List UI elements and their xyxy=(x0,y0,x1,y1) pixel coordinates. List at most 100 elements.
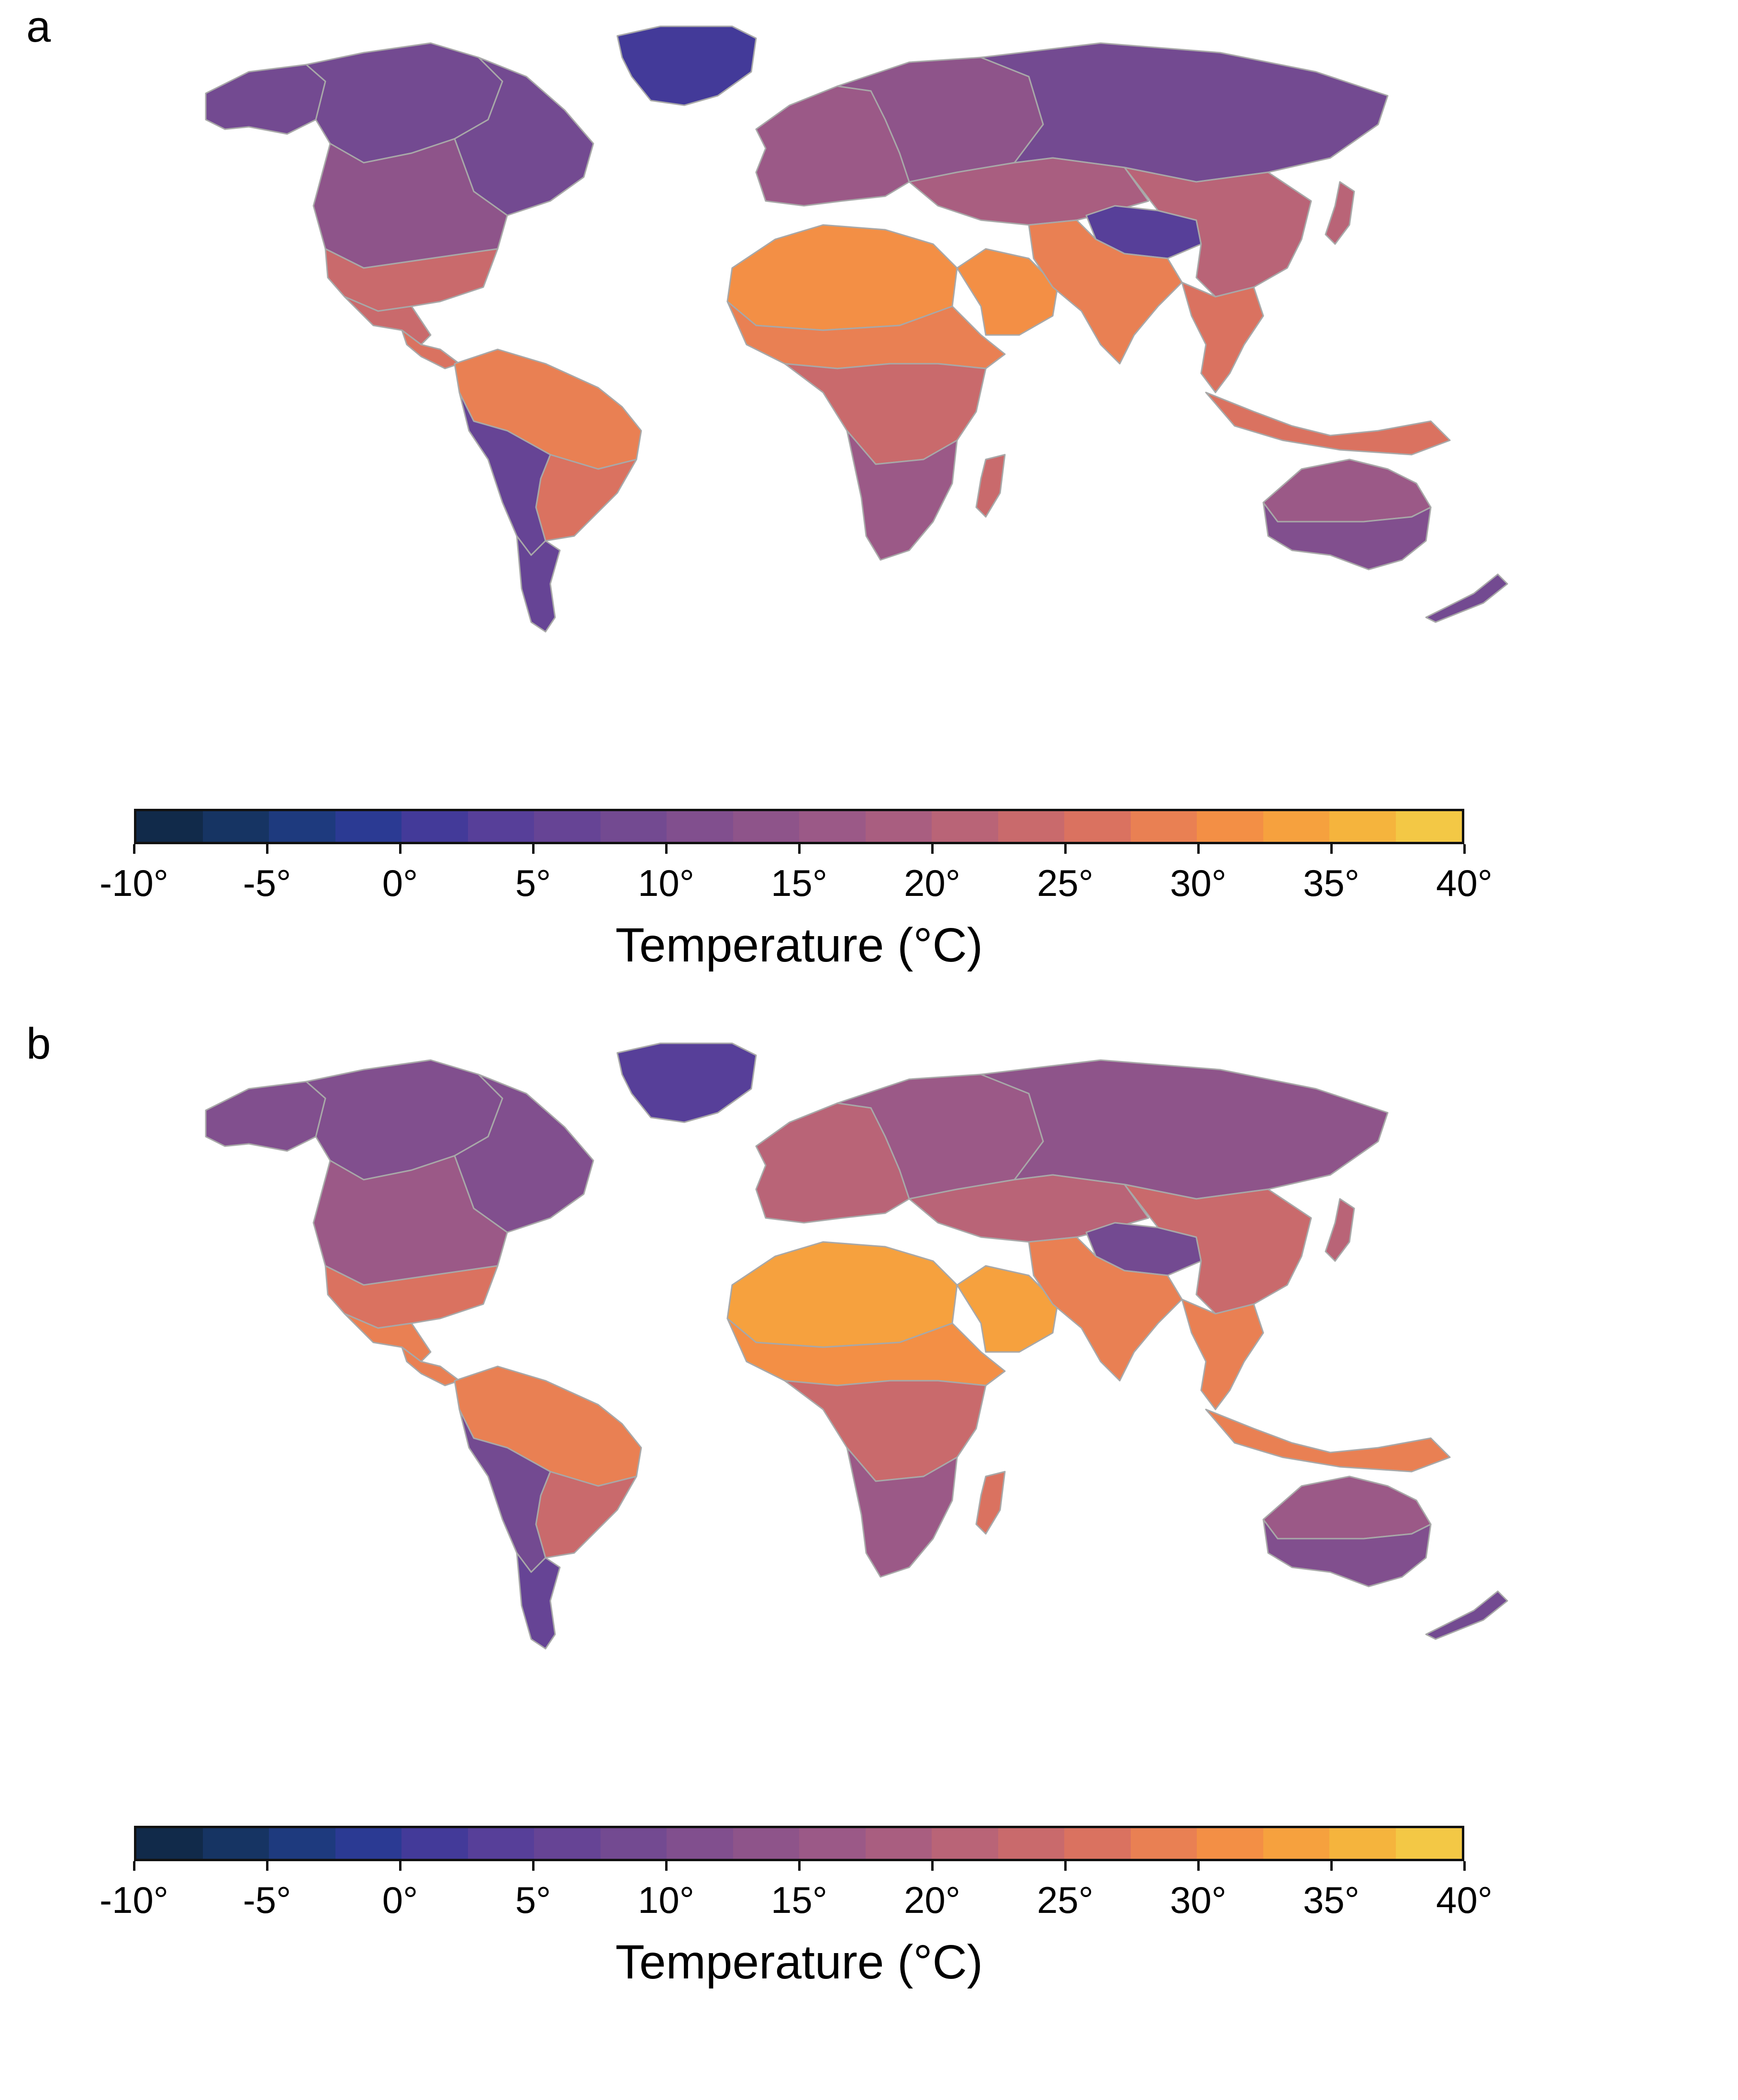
colorbar-tick-label: 10° xyxy=(638,862,694,904)
colorbar-tick-label: 40° xyxy=(1436,862,1493,904)
colorbar-segment xyxy=(667,811,733,842)
colorbar-tick xyxy=(798,1861,801,1871)
colorbar-tick-label: -5° xyxy=(243,1879,291,1921)
region-australia-north xyxy=(1262,1475,1432,1540)
panel-b: b -10° -5° 0° 5° 10° 15° 20° 25° 30° 35° 40° Tempe… xyxy=(0,1017,1738,2036)
region-alaska xyxy=(205,64,326,135)
colorbar-tick xyxy=(399,1861,401,1871)
colorbar-segment xyxy=(335,811,401,842)
colorbar-segment xyxy=(534,811,601,842)
region-australia-north xyxy=(1262,458,1432,523)
region-central-asia xyxy=(908,1174,1149,1243)
colorbar-tick-labels: -10° -5° 0° 5° 10° 15° 20° 25° 30° 35° 40° xyxy=(100,861,1493,905)
colorbar-tick xyxy=(532,1861,535,1871)
region-usa-south xyxy=(324,1265,499,1329)
colorbar-tick-label: 25° xyxy=(1037,862,1093,904)
colorbar-tick-label: 30° xyxy=(1170,1879,1226,1921)
colorbar-tick xyxy=(931,1861,934,1871)
colorbar-tick xyxy=(133,844,135,854)
panel-letter: a xyxy=(26,2,51,51)
region-new-zealand xyxy=(1425,573,1508,623)
world-temperature-map xyxy=(205,1042,1508,1650)
colorbar-segment xyxy=(733,811,799,842)
colorbar-tick xyxy=(1463,1861,1466,1871)
colorbar-segment xyxy=(799,811,866,842)
colorbar-segment xyxy=(1064,811,1131,842)
colorbar-tick xyxy=(1064,844,1067,854)
colorbar-title: Temperature (°C) xyxy=(615,1935,983,1989)
region-usa-north xyxy=(312,1155,508,1286)
colorbar-tick-label: 15° xyxy=(771,1879,827,1921)
region-usa-north xyxy=(312,138,508,269)
colorbar-segment xyxy=(136,811,203,842)
region-africa-south xyxy=(846,430,958,561)
colorbar-segment xyxy=(1329,1828,1396,1859)
region-indonesia xyxy=(1205,391,1451,456)
region-india xyxy=(1028,219,1183,365)
colorbar-tick xyxy=(1064,1861,1067,1871)
colorbar-segment xyxy=(468,811,534,842)
colorbar-segment xyxy=(335,1828,401,1859)
colorbar-segment xyxy=(1395,811,1462,842)
colorbar-tick-label: 25° xyxy=(1037,1879,1093,1921)
colorbar-tick xyxy=(665,1861,668,1871)
panel-a: a -10° -5° 0° 5° 10° 15° 20° 25° 30° 35° 40° Tempe… xyxy=(0,0,1738,1019)
colorbar-tick xyxy=(1330,844,1333,854)
colorbar-title: Temperature (°C) xyxy=(615,918,983,972)
colorbar-segment xyxy=(468,1828,534,1859)
colorbar-tick xyxy=(399,844,401,854)
colorbar-tick xyxy=(665,844,668,854)
colorbar-segment xyxy=(269,1828,335,1859)
colorbar-tick xyxy=(931,844,934,854)
colorbar-segment xyxy=(202,1828,269,1859)
colorbar-segment xyxy=(1064,1828,1131,1859)
land-regions xyxy=(205,25,1508,633)
colorbar-segment xyxy=(932,1828,998,1859)
region-patagonia xyxy=(516,1552,561,1650)
colorbar-segment xyxy=(865,811,932,842)
region-new-zealand xyxy=(1425,1590,1508,1640)
region-east-canada xyxy=(454,1073,594,1233)
region-greenland xyxy=(616,25,757,106)
colorbar-segment xyxy=(136,1828,203,1859)
colorbar-segment xyxy=(799,1828,866,1859)
region-central-america xyxy=(401,329,460,369)
colorbar-tick xyxy=(1197,1861,1200,1871)
colorbar-ticks xyxy=(133,1861,1466,1871)
colorbar-tick xyxy=(532,844,535,854)
region-africa-central xyxy=(784,363,987,465)
colorbar-tick xyxy=(133,1861,135,1871)
colorbar-segment xyxy=(667,1828,733,1859)
colorbar-segment xyxy=(269,811,335,842)
colorbar xyxy=(134,809,1464,844)
region-australia-south xyxy=(1262,502,1432,570)
region-madagascar xyxy=(975,454,1006,518)
colorbar-tick-label: 15° xyxy=(771,862,827,904)
colorbar-tick xyxy=(1463,844,1466,854)
colorbar-tick-label: 5° xyxy=(515,862,551,904)
colorbar-tick-label: 10° xyxy=(638,1879,694,1921)
colorbar-segment xyxy=(600,811,667,842)
region-australia-south xyxy=(1262,1519,1432,1587)
colorbar-tick-label: 20° xyxy=(904,1879,960,1921)
colorbar-tick-labels: -10° -5° 0° 5° 10° 15° 20° 25° 30° 35° 40° xyxy=(100,1878,1493,1921)
colorbar-segment xyxy=(1395,1828,1462,1859)
region-africa-central xyxy=(784,1380,987,1482)
colorbar-tick-label: 30° xyxy=(1170,862,1226,904)
region-arabia xyxy=(956,1265,1058,1353)
colorbar-tick-label: -10° xyxy=(100,1879,168,1921)
colorbar-tick-label: 20° xyxy=(904,862,960,904)
colorbar-tick xyxy=(1330,1861,1333,1871)
region-southeast-asia xyxy=(1181,1298,1264,1410)
region-japan xyxy=(1325,181,1355,245)
colorbar-ticks xyxy=(133,844,1466,854)
region-sahara xyxy=(726,224,958,331)
colorbar-segment xyxy=(1197,811,1263,842)
land-regions xyxy=(205,1042,1508,1650)
colorbar-segment xyxy=(202,811,269,842)
region-arabia xyxy=(956,248,1058,336)
colorbar-segment xyxy=(733,1828,799,1859)
colorbar-tick-label: 5° xyxy=(515,1879,551,1921)
region-central-asia xyxy=(908,157,1149,226)
region-usa-south xyxy=(324,248,499,312)
